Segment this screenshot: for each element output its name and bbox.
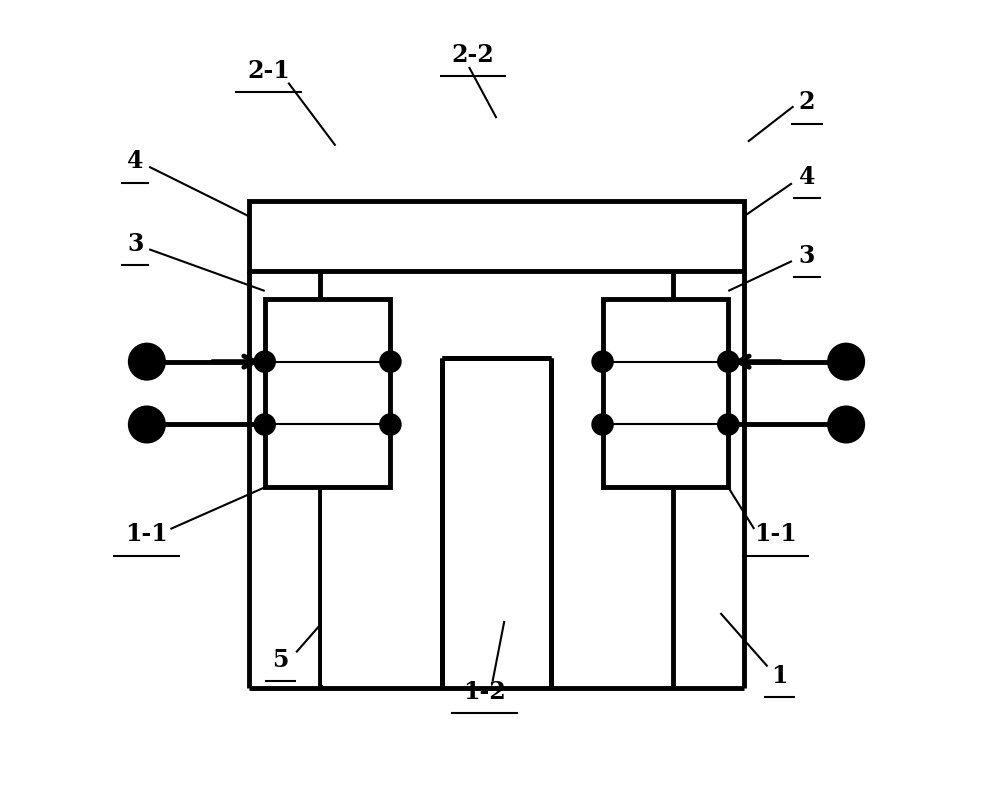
Text: 4: 4 [127,149,143,173]
Circle shape [254,352,275,372]
Circle shape [130,407,164,441]
Bar [322,358,439,685]
Circle shape [718,414,739,434]
Circle shape [254,414,275,434]
Bar [249,272,744,688]
Bar [249,201,744,272]
Text: 1: 1 [772,664,787,688]
Circle shape [829,345,863,379]
Circle shape [130,345,164,379]
Circle shape [593,352,613,372]
Circle shape [593,414,613,434]
Text: 3: 3 [798,244,815,268]
Text: 5: 5 [272,648,289,673]
Text: 1-1: 1-1 [125,522,168,546]
Circle shape [718,352,739,372]
Circle shape [380,352,400,372]
Text: 3: 3 [127,232,143,256]
Text: 2-2: 2-2 [452,43,495,67]
Text: 4: 4 [798,165,815,189]
Circle shape [829,407,863,441]
Text: 1-2: 1-2 [464,680,506,703]
Circle shape [380,414,400,434]
Text: 1-1: 1-1 [754,522,796,546]
Text: 2: 2 [798,91,815,114]
Text: 2-1: 2-1 [247,59,290,83]
Bar [554,358,671,685]
Bar [265,299,390,488]
Bar [603,299,728,488]
